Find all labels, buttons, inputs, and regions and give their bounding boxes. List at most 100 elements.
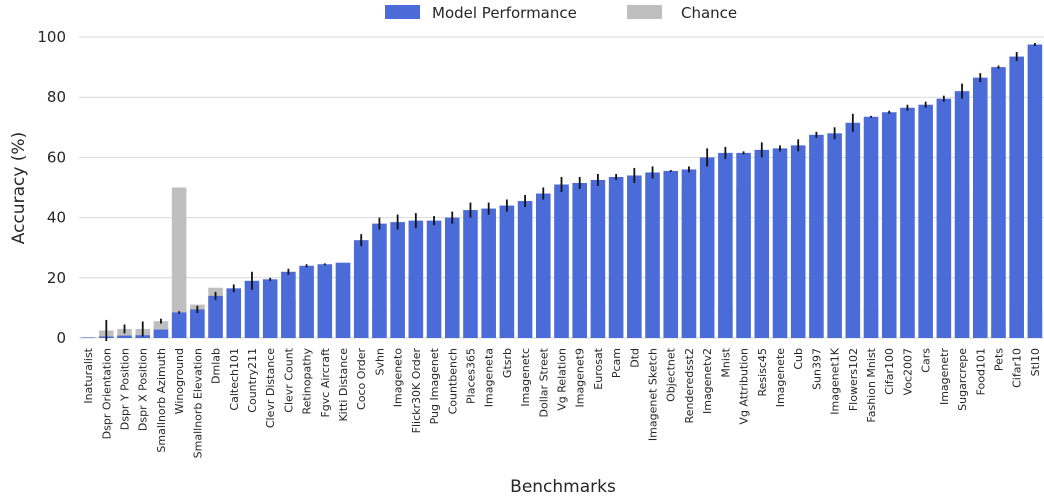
x-tick-label: Dmlab	[210, 348, 223, 384]
x-tick-label: Vg Attribution	[738, 348, 751, 425]
x-tick-label: Gtsrb	[501, 348, 514, 378]
legend-label-model: Model Performance	[432, 4, 577, 22]
model-bar	[608, 176, 624, 338]
x-tick-label: Fgvc Aircraft	[319, 347, 332, 417]
model-bar	[936, 98, 952, 338]
model-bar	[718, 152, 733, 338]
x-tick-label: Inaturalist	[82, 347, 95, 403]
x-tick-label: Countbench	[446, 348, 459, 414]
model-bar	[645, 172, 660, 338]
x-tick-label: Cub	[792, 348, 805, 370]
model-bar	[335, 262, 351, 338]
x-tick-label: Cifar10	[1011, 348, 1024, 388]
model-bar	[444, 217, 460, 338]
x-tick-label: Smallnorb Elevation	[191, 348, 204, 458]
model-bar	[517, 201, 533, 338]
x-tick-label: Pets	[992, 348, 1005, 371]
x-tick-label: Kitti Distance	[337, 348, 350, 422]
model-bar	[954, 91, 970, 339]
x-tick-label: Eurosat	[592, 347, 605, 389]
legend-label-chance: Chance	[681, 4, 737, 22]
model-bar	[772, 148, 788, 338]
x-tick-label: Imagenete	[774, 348, 787, 408]
model-bar	[299, 265, 314, 338]
x-tick-label: Imagenet Sketch	[647, 348, 660, 441]
legend-swatch-model	[385, 5, 420, 19]
x-tick-label: Dspr X Position	[137, 348, 150, 431]
x-tick-label: Cifar100	[883, 348, 896, 395]
model-bar	[663, 170, 679, 338]
x-tick-label: Imagenetv2	[701, 348, 714, 414]
x-tick-label: Dspr Orientation	[100, 348, 113, 439]
model-bar	[208, 295, 223, 338]
model-bar	[153, 329, 169, 338]
model-bar	[135, 335, 151, 338]
error-bars	[105, 43, 1036, 342]
x-tick-label: Imageneto	[392, 348, 405, 408]
model-bar	[499, 205, 515, 338]
model-bar	[281, 271, 296, 338]
x-tick-label: Retinopathy	[301, 348, 314, 415]
model-bar	[463, 210, 478, 338]
x-tick-label: Svhn	[373, 348, 386, 375]
model-bar	[627, 175, 642, 338]
x-tick-label: Flowers102	[847, 348, 860, 411]
y-tick-label: 100	[37, 28, 66, 46]
x-tick-label: Imagenetc	[519, 348, 532, 407]
x-tick-label: Objectnet	[665, 347, 678, 402]
x-tick-label: Coco Order	[355, 348, 368, 410]
y-tick-label: 80	[47, 88, 66, 106]
model-bar	[1027, 44, 1043, 339]
x-tick-label: Voc2007	[901, 348, 914, 395]
model-bar	[408, 220, 424, 338]
x-axis-title: Benchmarks	[510, 477, 616, 497]
model-bars	[80, 44, 1043, 339]
x-tick-label: Caltech101	[228, 348, 241, 411]
x-tick-label: Mnist	[719, 347, 732, 377]
x-tick-label: Smallnorb Azimuth	[155, 348, 168, 453]
x-tick-label: Imagenet9	[574, 348, 587, 408]
x-tick-label: Flickr30K Order	[410, 348, 423, 434]
x-tick-label: Sun397	[810, 348, 823, 390]
model-bar	[590, 179, 606, 338]
model-bar	[353, 240, 369, 338]
x-tick-label: Imageneta	[483, 348, 496, 407]
y-axis-title: Accuracy (%)	[9, 132, 29, 244]
model-bar	[881, 112, 897, 338]
y-tick-label: 60	[47, 148, 66, 166]
legend: Model Performance Chance	[385, 4, 737, 22]
x-tick-label: Sugarcrepe	[956, 348, 969, 411]
x-tick-label: Dollar Street	[537, 347, 550, 417]
model-bar	[262, 279, 278, 338]
x-tick-label: Clevr Distance	[264, 348, 277, 428]
model-bar	[80, 337, 96, 338]
model-bar	[991, 67, 1006, 338]
x-tick-label: Places365	[464, 348, 477, 404]
model-bar	[536, 193, 551, 338]
x-tick-label: Resisc45	[756, 348, 769, 396]
model-bar	[244, 280, 260, 338]
model-bar	[317, 264, 333, 338]
y-axis-ticks: 0 20 40 60 80 100	[37, 28, 66, 347]
model-bar	[171, 312, 187, 338]
x-tick-label: Pcam	[610, 348, 623, 378]
model-bar	[190, 309, 205, 338]
y-tick-label: 0	[56, 329, 66, 347]
model-bar	[1009, 56, 1024, 338]
model-bar	[554, 184, 569, 338]
model-bar	[372, 223, 387, 338]
x-tick-label: Pug Imagenet	[428, 347, 441, 424]
x-tick-label: Cars	[920, 348, 933, 373]
x-tick-label: Renderedsst2	[683, 348, 696, 423]
chance-bar	[171, 187, 187, 338]
model-bar	[736, 152, 751, 338]
model-bar	[754, 149, 770, 338]
model-bar	[918, 104, 933, 338]
model-bar	[845, 122, 861, 338]
x-tick-label: Stl10	[1029, 348, 1042, 376]
x-tick-label: Dspr Y Position	[119, 348, 132, 430]
model-bar	[426, 220, 442, 338]
x-axis-ticks: Inaturalist Dspr Orientation Dspr Y Positi…	[82, 347, 1042, 458]
y-tick-label: 20	[47, 269, 66, 287]
x-tick-label: Winoground	[173, 348, 186, 414]
